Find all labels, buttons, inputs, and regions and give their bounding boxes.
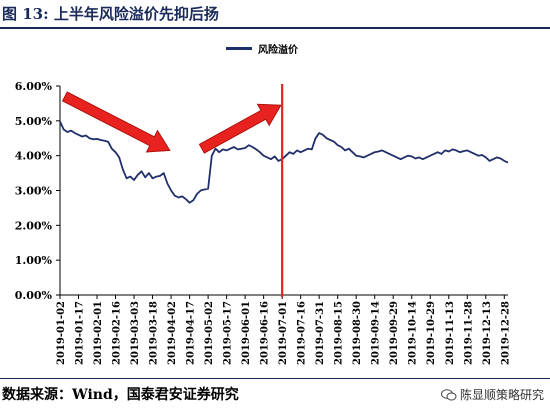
- trend-arrow-down: [61, 91, 171, 153]
- x-tick-label: 2019-10-29: [426, 301, 437, 365]
- y-tick-label: 6.00%: [15, 80, 53, 93]
- x-tick-label: 2019-06-01: [241, 301, 252, 365]
- watermark: 陈显顺策略研究: [440, 386, 544, 403]
- x-tick-label: 2019-01-02: [56, 301, 67, 365]
- x-tick-label: 2019-01-17: [75, 301, 86, 365]
- x-tick-label: 2019-12-28: [500, 301, 511, 365]
- y-tick-label: 4.00%: [15, 150, 53, 163]
- x-tick-label: 2019-07-31: [315, 301, 326, 365]
- x-tick-label: 2019-11-28: [463, 301, 474, 365]
- x-tick-label: 2019-03-18: [149, 301, 160, 365]
- y-tick-label: 1.00%: [15, 254, 53, 267]
- legend-swatch: [226, 46, 252, 50]
- x-tick-label: 2019-09-14: [371, 301, 382, 365]
- series-line-risk-premium: [59, 121, 509, 204]
- x-tick-label: 2019-05-17: [223, 301, 234, 365]
- x-tick-label: 2019-11-13: [445, 301, 456, 365]
- x-tick-label: 2019-07-16: [297, 301, 308, 365]
- x-tick-label: 2019-04-02: [167, 301, 178, 365]
- x-tick-label: 2019-07-01: [278, 301, 289, 365]
- x-tick-label: 2019-05-02: [204, 301, 215, 365]
- watermark-text: 陈显顺策略研究: [459, 388, 544, 402]
- x-tick-label: 2019-09-29: [389, 301, 400, 365]
- y-tick-label: 5.00%: [15, 115, 53, 128]
- x-tick-label: 2019-04-17: [186, 301, 197, 365]
- y-tick-label: 2.00%: [15, 219, 53, 232]
- x-tick-label: 2019-08-30: [352, 301, 363, 365]
- x-tick-label: 2019-02-16: [112, 301, 123, 365]
- x-tick-label: 2019-12-13: [482, 301, 493, 365]
- x-tick-label: 2019-06-16: [260, 301, 271, 365]
- legend: 风险溢价: [226, 40, 298, 56]
- source-rule: [0, 378, 550, 379]
- source-note: 数据来源：Wind，国泰君安证券研究: [2, 387, 239, 403]
- x-tick-label: 2019-10-14: [408, 301, 419, 365]
- wechat-icon: [440, 388, 457, 400]
- title-bar: 图 13: 上半年风险溢价先抑后扬: [0, 0, 550, 29]
- x-tick-label: 2019-03-03: [130, 301, 141, 365]
- chart-title: 图 13: 上半年风险溢价先抑后扬: [2, 5, 219, 23]
- trend-arrow-up: [198, 103, 282, 154]
- legend-label: 风险溢价: [258, 44, 298, 56]
- x-tick-label: 2019-02-01: [93, 301, 104, 365]
- y-tick-label: 3.00%: [15, 185, 53, 198]
- title-rule: [0, 27, 550, 29]
- y-tick-label: 0.00%: [15, 289, 53, 302]
- line-chart: 6.00%5.00%4.00%3.00%2.00%1.00%0.00%2019-…: [15, 80, 512, 365]
- x-tick-label: 2019-08-15: [334, 301, 345, 365]
